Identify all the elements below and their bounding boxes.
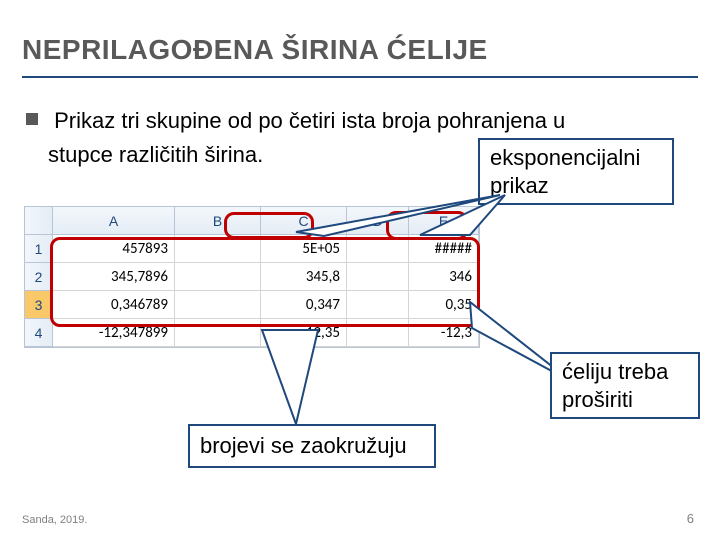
row-header: 2 [25,263,53,291]
cell [347,263,409,291]
cell [175,263,261,291]
cell: 345,8 [261,263,347,291]
table-row: 2 345,7896 345,8 346 [25,263,479,291]
col-header-e: E [409,207,479,235]
cell [175,319,261,347]
cell [347,291,409,319]
cell [347,319,409,347]
cell: 0,346789 [53,291,175,319]
callout-widen-cell: ćeliju treba proširiti [550,352,700,419]
table-row: 4 -12,347899 -12,35 -12,3 [25,319,479,347]
cell: ##### [409,235,479,263]
table-row: 3 0,346789 0,347 0,35 [25,291,479,319]
cell: 457893 [53,235,175,263]
footer-page-number: 6 [687,511,694,526]
cell: 346 [409,263,479,291]
callout-exponential: eksponencijalni prikaz [478,138,674,205]
bullet-line-1: Prikaz tri skupine od po četiri ista bro… [54,108,565,133]
cell: 0,35 [409,291,479,319]
row-header: 3 [25,291,53,319]
cell [175,291,261,319]
row-header: 1 [25,235,53,263]
table-row: 1 457893 5E+05 ##### [25,235,479,263]
col-header-c: C [261,207,347,235]
row-header: 4 [25,319,53,347]
footer-author: Sanda, 2019. [22,514,87,526]
slide-title: NEPRILAGOĐENA ŠIRINA ĆELIJE [22,34,488,66]
cell [175,235,261,263]
cell: -12,35 [261,319,347,347]
cell [347,235,409,263]
cell: 5E+05 [261,235,347,263]
col-header-d: D [347,207,409,235]
cell: 0,347 [261,291,347,319]
callout-rounding: brojevi se zaokružuju [188,424,436,468]
corner-cell [25,207,53,235]
spreadsheet: A B C D E 1 457893 5E+05 ##### 2 345,789… [24,206,480,348]
column-header-row: A B C D E [25,207,479,235]
col-header-a: A [53,207,175,235]
cell: -12,3 [409,319,479,347]
title-underline [22,76,698,78]
cell: -12,347899 [53,319,175,347]
col-header-b: B [175,207,261,235]
cell: 345,7896 [53,263,175,291]
bullet-marker [26,113,38,125]
